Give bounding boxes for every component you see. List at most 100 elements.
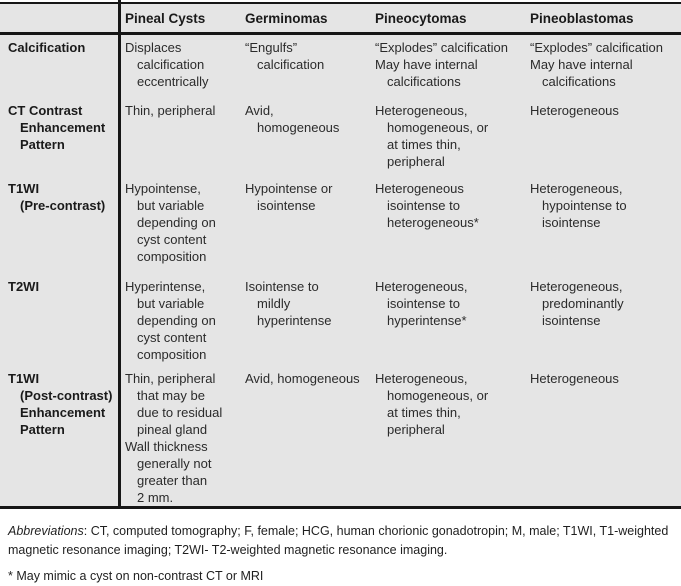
text-line: May have internal [375, 57, 478, 72]
table-cell: Heterogeneous [525, 366, 681, 506]
row-label: T1WI (Pre-contrast) [0, 176, 120, 274]
table-cell: Heterogeneous, homogeneous, or at times th… [370, 366, 525, 506]
table-cell: Thin, peripheral that may be due to residu… [120, 366, 240, 506]
text-line: mildly [257, 296, 291, 311]
table-cell: Heterogeneous isointense to heterogeneous* [370, 176, 525, 274]
text-line: Enhancement [20, 405, 106, 420]
text-line: Pattern [20, 422, 65, 437]
abbreviations-note: Abbreviations: CT, computed tomography; … [8, 522, 671, 560]
table-cell: “Explodes” calcification May have interna… [370, 35, 525, 98]
text-line: Avid, [245, 103, 274, 118]
text-line: T1WI [8, 371, 40, 386]
column-header: Pineal Cysts [125, 10, 206, 26]
text-line: calcifications [542, 74, 616, 89]
text-line: isointense [257, 198, 316, 213]
text-line: peripheral [387, 422, 445, 437]
text-line: hypointense to [542, 198, 627, 213]
table-cell: Thin, peripheral [120, 98, 240, 176]
text-line: isointense to [387, 198, 460, 213]
text-line: homogeneous, or [387, 120, 489, 135]
text-line: Hypointense, [125, 181, 201, 196]
text-line: CT Contrast [8, 103, 83, 118]
table-cell: “Explodes” calcification May have interna… [525, 35, 681, 98]
text-line: generally not [137, 456, 212, 471]
table-row: Calcification Displaces calcification eccen… [0, 35, 681, 98]
text-line: composition [137, 347, 207, 362]
table-row: T1WI (Pre-contrast) Hypointense, but variab… [0, 176, 681, 274]
text-line: “Explodes” calcification [530, 40, 663, 55]
text-line: Wall thickness [125, 439, 208, 454]
text-line: calcification [137, 57, 205, 72]
text-line: May have internal [530, 57, 633, 72]
table-cell: Heterogeneous [525, 98, 681, 176]
row-label: Calcification [0, 35, 120, 98]
table-cell: Hyperintense, but variable depending on cys… [120, 274, 240, 366]
text-line: Heterogeneous [530, 371, 619, 386]
text-line: Heterogeneous [375, 181, 464, 196]
text-line: (Pre-contrast) [20, 198, 106, 213]
text-line: composition [137, 249, 207, 264]
table-body: Calcification Displaces calcification eccen… [0, 35, 681, 506]
text-line: Avid, homogeneous [245, 371, 360, 386]
text-line: but variable [137, 296, 205, 311]
text-line: Heterogeneous [530, 103, 619, 118]
text-line: at times thin, [387, 405, 461, 420]
row-label: T2WI [0, 274, 120, 366]
table-cell: Heterogeneous, hypointense to isointense [525, 176, 681, 274]
text-line: calcification [257, 57, 325, 72]
text-line: but variable [137, 198, 205, 213]
text-line: peripheral [387, 154, 445, 169]
text-line: Heterogeneous, [375, 371, 468, 386]
text-line: T1WI [8, 181, 40, 196]
comparison-table: Pineal Cysts Germinomas Pineocytomas Pineob… [0, 0, 681, 509]
row-label: T1WI (Post-contrast) Enhancement Pattern [0, 366, 120, 506]
text-line: Hyperintense, [125, 279, 206, 294]
text-line: isointense to [387, 296, 460, 311]
text-line: cyst content [137, 330, 207, 345]
text-line: Displaces [125, 40, 182, 55]
table-cell: Heterogeneous, isointense to hyperintense* [370, 274, 525, 366]
text-line: “Explodes” calcification [375, 40, 508, 55]
text-line: heterogeneous* [387, 215, 479, 230]
table-cell: Isointense to mildly hyperintense [240, 274, 370, 366]
text-line: eccentrically [137, 74, 209, 89]
table-row: CT Contrast Enhancement Pattern Thin, perip… [0, 98, 681, 176]
text-line: isointense [542, 313, 601, 328]
text-line: due to residual [137, 405, 223, 420]
asterisk-footnote: * May mimic a cyst on non-contrast CT or… [8, 569, 264, 583]
text-line: pineal gland [137, 422, 208, 437]
table-row: T2WI Hyperintense, but variable depending o… [0, 274, 681, 366]
text-line: homogeneous [257, 120, 340, 135]
table-row: T1WI (Post-contrast) Enhancement Pattern Thi… [0, 366, 681, 506]
text-line: depending on [137, 215, 216, 230]
table-cell: Hypointense or isointense [240, 176, 370, 274]
column-header: Pineoblastomas [530, 10, 634, 26]
text-line: T2WI [8, 279, 40, 294]
abbreviations-text: : CT, computed tomography; F, female; HC… [8, 524, 669, 557]
text-line: Heterogeneous, [530, 181, 623, 196]
column-header: Germinomas [245, 10, 328, 26]
text-line: Pattern [20, 137, 65, 152]
text-line: “Engulfs” [245, 40, 298, 55]
column-header: Pineocytomas [375, 10, 467, 26]
text-line: hyperintense [257, 313, 332, 328]
text-line: Thin, peripheral [125, 103, 216, 118]
text-line: calcifications [387, 74, 461, 89]
text-line: Enhancement [20, 120, 106, 135]
table-header-row: Pineal Cysts Germinomas Pineocytomas Pineob… [0, 4, 681, 35]
text-line: Heterogeneous, [530, 279, 623, 294]
table-cell: Heterogeneous, predominantly isointense [525, 274, 681, 366]
text-line: greater than [137, 473, 208, 488]
table-cell: Hypointense, but variable depending on cyst… [120, 176, 240, 274]
text-line: cyst content [137, 232, 207, 247]
vertical-rule [118, 0, 121, 506]
text-line: Heterogeneous, [375, 103, 468, 118]
text-line: predominantly [542, 296, 624, 311]
text-line: at times thin, [387, 137, 461, 152]
text-line: Heterogeneous, [375, 279, 468, 294]
table-cell: Avid, homogeneous [240, 366, 370, 506]
text-line: Thin, peripheral [125, 371, 216, 386]
text-line: Hypointense or [245, 181, 333, 196]
text-line: depending on [137, 313, 216, 328]
